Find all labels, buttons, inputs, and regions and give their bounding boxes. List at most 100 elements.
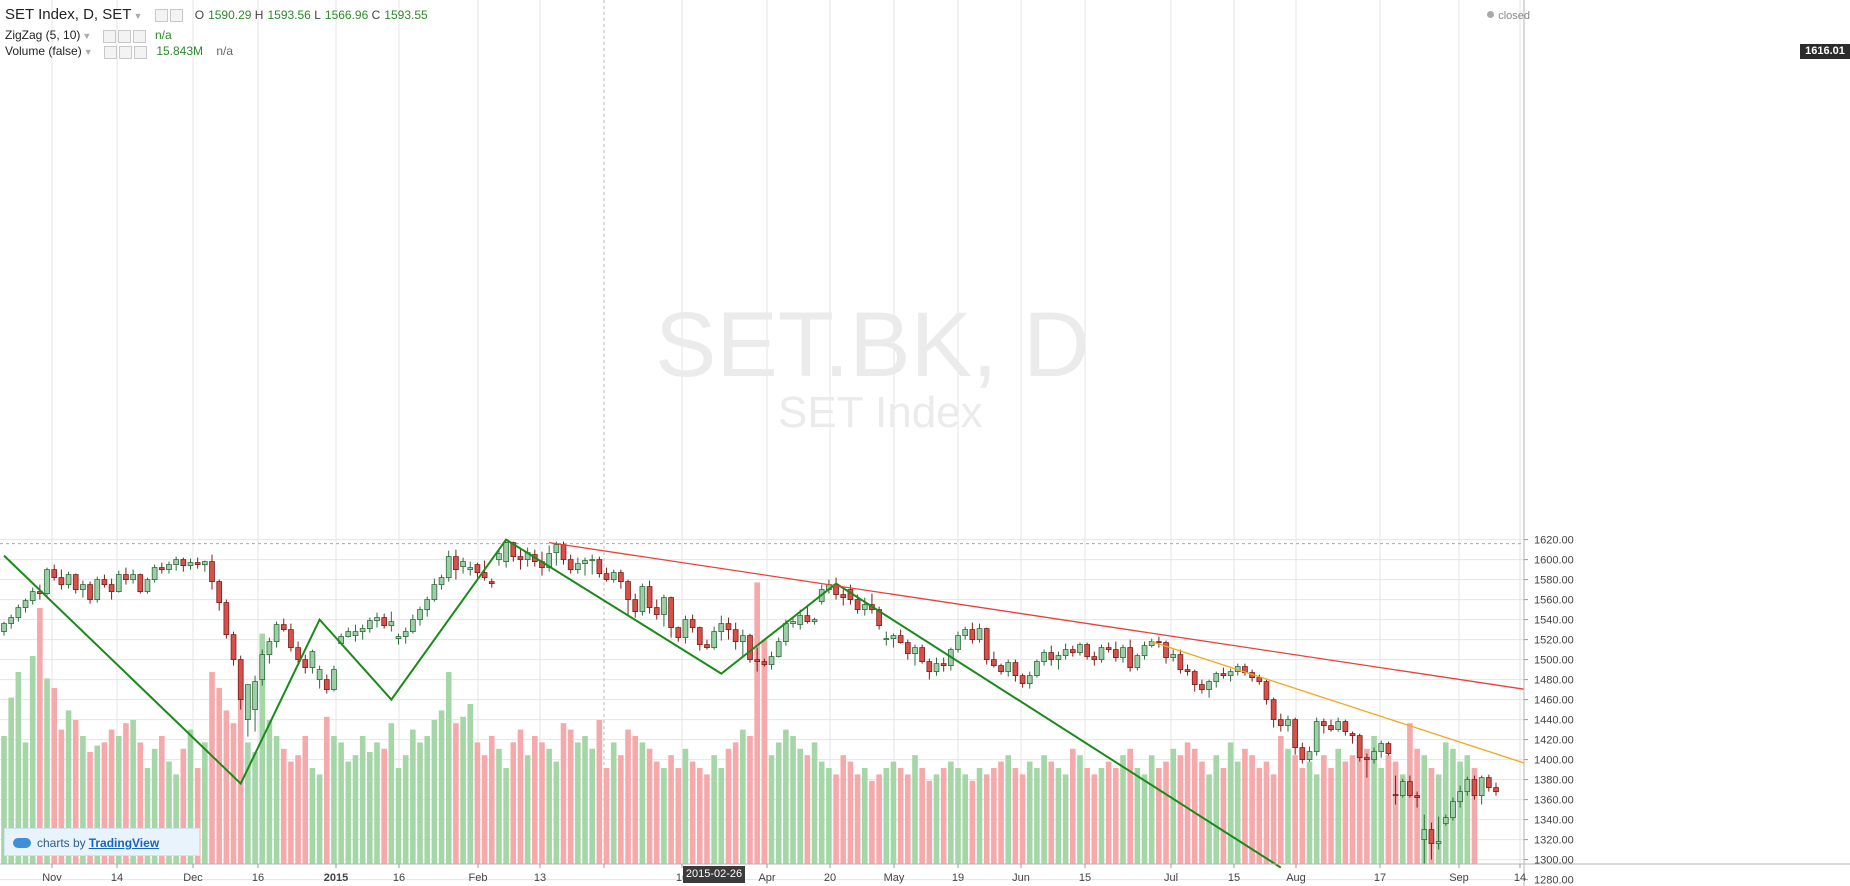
price-tick-label: 1580.00	[1534, 575, 1574, 587]
zigzag-legend[interactable]: ZigZag (5, 10) ▼ n/a	[5, 28, 172, 43]
time-tick-label: 2015	[324, 872, 348, 884]
settings-icon[interactable]	[117, 29, 131, 43]
volume-bar	[1005, 755, 1012, 864]
price-tick-label: 1340.00	[1534, 815, 1574, 827]
candle-body	[775, 641, 782, 657]
volume-bar	[438, 710, 445, 864]
eye-icon[interactable]	[103, 45, 117, 59]
volume-bar	[905, 774, 911, 864]
volume-legend[interactable]: Volume (false) ▼ 15.843M n/a	[5, 44, 233, 59]
candle-body	[144, 579, 151, 592]
chevron-down-icon[interactable]: ▼	[133, 11, 143, 21]
volume-bar	[668, 755, 674, 864]
volume-bar	[1141, 774, 1148, 864]
open-label: O	[194, 8, 205, 22]
volume-bar	[1148, 755, 1155, 864]
candle-body	[983, 628, 990, 660]
tradingview-badge[interactable]: charts by TradingView	[4, 828, 200, 856]
trendlines[interactable]	[549, 541, 1525, 764]
volume-bar	[1077, 755, 1083, 864]
volume-bar	[410, 729, 416, 864]
volume-bar	[323, 716, 330, 864]
tradingview-link[interactable]: TradingView	[88, 836, 160, 850]
volume-bar	[230, 723, 237, 864]
volume-bar	[890, 761, 897, 864]
eye-icon[interactable]	[154, 9, 168, 23]
volume-bar	[948, 761, 954, 864]
volume-bar	[1120, 755, 1126, 864]
volume-bar	[1019, 774, 1026, 864]
candle-body	[1062, 649, 1069, 656]
volume-bar	[194, 768, 201, 864]
volume-bar	[1364, 748, 1370, 864]
price-tick-label: 1500.00	[1534, 655, 1574, 667]
volume-bar	[29, 656, 36, 864]
settings-icon[interactable]	[118, 45, 132, 59]
volume-bar	[1213, 755, 1220, 864]
volume-bar	[467, 704, 474, 864]
settings-icon[interactable]	[169, 9, 183, 23]
candlesticks	[1, 541, 1499, 864]
candle-body	[783, 623, 789, 642]
market-status-text: closed	[1498, 10, 1530, 22]
candle-body	[1191, 671, 1198, 685]
volume-bar	[517, 729, 524, 864]
price-tick-label: 1280.00	[1534, 875, 1574, 886]
price-axis[interactable]: 1280.00 1300.00 1320.00 1340.00 1360.00 1380.…	[1523, 0, 1574, 886]
volume-bar	[123, 723, 129, 864]
candle-body	[1005, 662, 1012, 672]
candle-body	[1120, 647, 1126, 658]
volume-bar	[1356, 742, 1363, 864]
candle-body	[890, 635, 897, 639]
candle-body	[1349, 733, 1356, 736]
volume-bar	[503, 768, 509, 864]
candle-body	[474, 564, 481, 573]
close-icon[interactable]	[133, 45, 147, 59]
candle-body	[395, 636, 402, 639]
volume-bar	[259, 633, 266, 864]
candle-body	[223, 602, 230, 635]
candle-body	[194, 562, 201, 565]
candle-body	[1407, 781, 1413, 796]
zigzag-title[interactable]: ZigZag (5, 10)	[5, 28, 81, 42]
volume-title[interactable]: Volume (false)	[5, 44, 82, 58]
volume-bar	[108, 729, 115, 864]
candle-body	[366, 620, 373, 629]
candle-body	[1163, 642, 1169, 658]
candle-body	[1206, 681, 1212, 690]
candle-body	[689, 619, 696, 628]
time-tick-label: 16	[393, 872, 405, 884]
volume-bar	[1428, 768, 1435, 864]
chevron-down-icon[interactable]: ▼	[82, 31, 92, 41]
volume-bar	[37, 608, 43, 864]
candle-body	[1069, 649, 1076, 653]
candle-body	[1098, 647, 1105, 660]
symbol-title[interactable]: SET Index, D, SET	[5, 6, 132, 23]
eye-icon[interactable]	[102, 29, 116, 43]
volume-bar	[94, 745, 101, 864]
volume-bar	[381, 748, 387, 864]
volume-bar	[955, 768, 961, 864]
main-series-legend[interactable]: SET Index, D, SET ▼ O 1590.29 H 1593.56 L 15…	[5, 6, 428, 24]
volume-bar	[1163, 761, 1169, 864]
volume-bar	[65, 710, 72, 864]
candle-body	[919, 647, 925, 662]
volume-bar	[854, 774, 861, 864]
candle-body	[876, 609, 882, 626]
volume-bar	[431, 720, 438, 864]
volume-bar	[1442, 742, 1449, 864]
chevron-down-icon[interactable]: ▼	[83, 47, 93, 57]
candle-body	[1134, 655, 1141, 668]
close-icon[interactable]	[132, 29, 146, 43]
candle-body	[1457, 791, 1463, 802]
volume-bar	[72, 720, 79, 864]
time-tick-label: 14	[1514, 872, 1526, 884]
zigzag-line	[3, 538, 1282, 869]
price-tick-label: 1400.00	[1534, 755, 1574, 767]
volume-bar	[775, 742, 782, 864]
volume-bar	[725, 748, 732, 864]
time-axis[interactable]: Nov 14 Dec 16 2015 16 Feb 13 16 Apr 20 May 19 Jun 15 Ju…	[0, 863, 1850, 884]
volume-bar	[288, 761, 294, 864]
volume-bar	[567, 729, 574, 864]
